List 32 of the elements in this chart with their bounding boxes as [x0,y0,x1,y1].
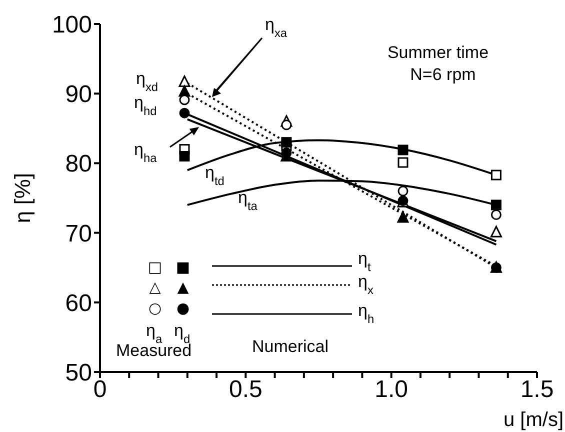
annotation: η$_{t}$ [358,249,372,274]
y-tick-label: 70 [65,220,92,248]
annotation: η$_{d}$ [174,321,190,346]
annotation: η$_{hd}$ [134,93,157,118]
annotation: □ [148,258,162,276]
annotation: ○ [148,299,162,317]
annotation: ■ [176,258,190,276]
x-tick-label: 0 [93,376,107,404]
annotation: N=6 rpm [410,65,476,84]
annotation: ● [176,299,190,317]
annotation: η$_{x}$ [358,272,374,297]
y-tick-label: 90 [65,81,92,108]
annotation: η$_{ta}$ [238,188,258,213]
annotation: ▲ [177,278,190,296]
y-tick-label: 80 [65,150,92,178]
annotation: η$_{h}$ [358,301,374,326]
annotation: Summer time [387,43,489,62]
annotation: η$_{xd}$ [136,69,158,94]
x-tick-label: 1.0 [374,376,408,404]
x-tick-label: 0.5 [228,376,262,404]
y-tick-label: 100 [52,12,92,39]
x-tick-label: 1.5 [520,376,554,404]
annotation: η$_{a}$ [146,321,162,346]
annotation: Numerical [252,337,329,356]
x-axis-title: u [m/s] [503,409,564,431]
annotation: η$_{xa}$ [265,15,288,40]
y-tick-label: 50 [65,360,92,387]
annotation: η$_{td}$ [205,163,224,188]
annotation: η$_{ha}$ [134,140,158,165]
y-axis-title: η [%] [10,172,35,224]
annotation: △ [149,278,162,296]
y-tick-label: 60 [65,290,92,317]
